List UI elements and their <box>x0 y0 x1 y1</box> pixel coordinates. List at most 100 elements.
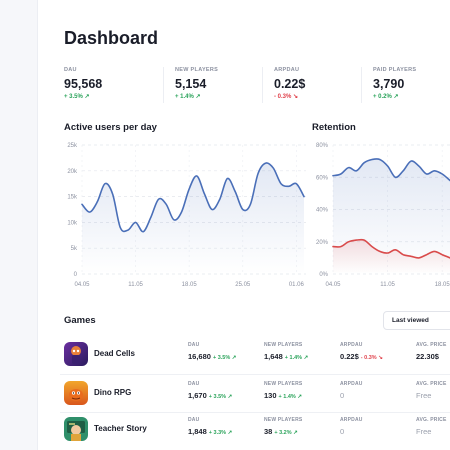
col-new-players: NEW PLAYERS 130 + 1.4% ↗ <box>264 381 302 400</box>
data-point <box>181 211 183 213</box>
arpdau-value: 0.22$ <box>340 352 359 361</box>
page-title: Dashboard <box>64 28 159 48</box>
x-tick-label: 04.05 <box>325 282 341 288</box>
stat-paid-players: PAID PLAYERS 3,790 + 0.2% ↗ <box>373 67 416 107</box>
avg-price-value: Free <box>416 427 432 436</box>
x-tick-label: 04.05 <box>74 282 90 288</box>
new-players-value: 38 <box>264 427 273 436</box>
col-dau: DAU 1,848 + 3.3% ↗ <box>188 417 232 436</box>
data-point <box>402 170 404 172</box>
arpdau-change: - 0.3% ↘ <box>360 355 383 361</box>
game-name: Dead Cells <box>94 349 135 358</box>
data-point <box>173 219 175 221</box>
col-label: ARPDAU <box>340 342 363 348</box>
dau-value: 1,848 <box>188 427 207 436</box>
game-name: Teacher Story <box>94 424 147 433</box>
data-point <box>332 175 334 177</box>
data-point <box>348 167 350 169</box>
data-point <box>81 204 83 206</box>
avg-price-value: Free <box>416 391 432 400</box>
data-point <box>142 231 144 233</box>
dino-rpg-icon <box>64 381 88 405</box>
avg-price-value: 22.30$ <box>416 352 439 361</box>
col-label: AVG. PRICE <box>416 417 447 423</box>
data-point <box>356 170 358 172</box>
active-users-svg: 0 5k 10k 15k 20k 25k 04.05 11.05 18.05 25.05 01.06 <box>67 143 306 288</box>
sort-dropdown[interactable]: Last viewed <box>383 311 450 330</box>
game-name: Dino RPG <box>94 388 132 397</box>
table-row[interactable]: Teacher Story DAU 1,848 + 3.3% ↗ NEW PLAY… <box>60 413 450 449</box>
col-label: DAU <box>188 417 200 423</box>
data-point <box>127 229 129 231</box>
col-arpdau: ARPDAU 0 <box>340 417 363 436</box>
dau-change: + 3.5% ↗ <box>212 355 237 361</box>
retention-chart[interactable]: 0% 20% 40% 60% 80% 04.05 11.05 18.05 <box>306 138 450 298</box>
new-players-change: + 3.2% ↗ <box>274 430 298 436</box>
col-label: DAU <box>188 381 200 387</box>
y-tick-label: 10k <box>67 220 78 226</box>
retention-title: Retention <box>312 122 356 133</box>
data-point <box>119 227 121 229</box>
data-point <box>234 191 236 193</box>
y-tick-label: 15k <box>67 195 78 201</box>
divider <box>262 67 263 103</box>
col-new-players: NEW PLAYERS 38 + 3.2% ↗ <box>264 417 302 436</box>
arpdau-value: 0 <box>340 427 345 436</box>
data-point <box>340 246 342 248</box>
divider <box>60 412 450 413</box>
data-point <box>97 201 99 203</box>
col-label: NEW PLAYERS <box>264 342 303 348</box>
dau-value: 16,680 <box>188 352 211 361</box>
data-point <box>379 251 381 253</box>
data-point <box>418 165 420 167</box>
data-point <box>426 254 428 256</box>
data-point <box>265 162 267 164</box>
y-tick-label: 20% <box>316 240 329 246</box>
stat-label: DAU <box>64 67 77 73</box>
data-point <box>104 183 106 185</box>
stat-dau: DAU 95,568 + 3.5% ↗ <box>64 67 102 107</box>
table-row[interactable]: Dino RPG DAU 1,670 + 3.5% ↗ NEW PLAYERS 1… <box>60 377 450 413</box>
series-line <box>81 162 305 233</box>
y-tick-label: 80% <box>316 143 329 149</box>
data-point <box>227 178 229 180</box>
data-point <box>112 193 114 195</box>
data-point <box>371 159 373 161</box>
x-tick-label: 11.05 <box>380 282 395 288</box>
data-point <box>340 173 342 175</box>
sidebar <box>0 0 38 450</box>
x-tick-label: 25.05 <box>235 282 251 288</box>
data-point <box>273 167 275 169</box>
new-players-value: 1,648 <box>264 352 283 361</box>
data-point <box>441 254 443 256</box>
data-point <box>165 204 167 206</box>
stat-change: - 0.3% ↘ <box>274 94 299 100</box>
col-avg-price: AVG. PRICE 22.30$ <box>416 342 447 361</box>
col-label: NEW PLAYERS <box>264 417 303 423</box>
active-users-chart[interactable]: 0 5k 10k 15k 20k 25k 04.05 11.05 18.05 25.05 01.06 <box>60 138 310 298</box>
table-row[interactable]: Dead Cells DAU 16,680 + 3.5% ↗ NEW PLAYER… <box>60 338 450 374</box>
data-point <box>434 251 436 253</box>
dau-change: + 3.3% ↗ <box>208 430 233 436</box>
x-tick-label: 18.05 <box>182 282 198 288</box>
col-label: ARPDAU <box>340 417 363 423</box>
data-point <box>387 165 389 167</box>
x-tick-label: 01.06 <box>289 282 305 288</box>
y-tick-label: 20k <box>67 169 78 175</box>
stat-label: PAID PLAYERS <box>373 67 417 73</box>
col-label: AVG. PRICE <box>416 381 447 387</box>
data-point <box>135 222 137 224</box>
stat-value: 3,790 <box>373 77 405 91</box>
data-point <box>363 239 365 241</box>
data-point <box>441 173 443 175</box>
data-point <box>379 159 381 161</box>
stat-new-players: NEW PLAYERS 5,154 + 1.4% ↗ <box>175 67 218 107</box>
col-avg-price: AVG. PRICE Free <box>416 417 447 436</box>
data-point <box>402 254 404 256</box>
data-point <box>410 255 412 257</box>
stat-arpdau: ARPDAU 0.22$ - 0.3% ↘ <box>274 67 305 107</box>
games-title: Games <box>64 315 96 326</box>
series-line <box>332 238 450 259</box>
data-point <box>250 204 252 206</box>
teacher-story-icon <box>64 417 88 441</box>
